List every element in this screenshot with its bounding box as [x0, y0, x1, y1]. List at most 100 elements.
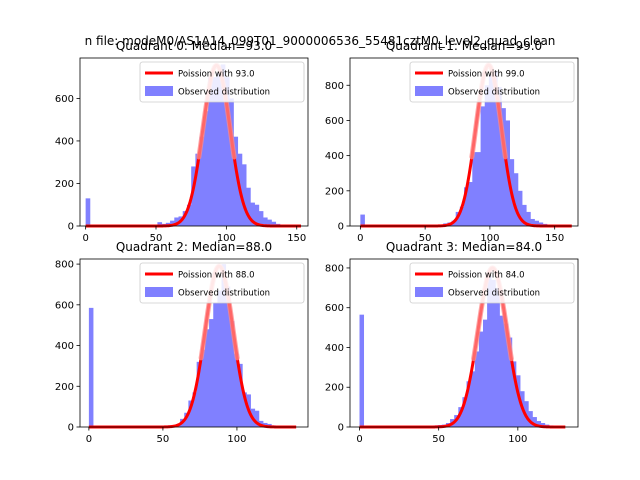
- x-tick-label: 100: [480, 233, 499, 244]
- histogram-bar: [534, 220, 540, 226]
- y-tick-label: 0: [68, 222, 74, 233]
- y-tick-label: 800: [55, 260, 74, 271]
- histogram-bar: [229, 321, 235, 427]
- legend-label-hist: Observed distribution: [448, 88, 540, 98]
- histogram-bar: [195, 153, 201, 226]
- y-tick-label: 400: [55, 136, 74, 147]
- legend: Poission with 99.0 Observed distribution: [409, 61, 575, 103]
- histogram-bar: [540, 423, 546, 427]
- x-tick-label: 0: [86, 434, 92, 445]
- x-tick-label: 50: [150, 233, 163, 244]
- subplot-grid: 0 50 100 150 0 200 400 600 Poission with 93.0 Obs…: [55, 39, 579, 445]
- histogram-bar: [258, 211, 264, 226]
- histogram-bar: [192, 392, 198, 427]
- histogram-bar: [216, 72, 222, 226]
- histogram-bar: [220, 64, 226, 226]
- x-tick-label: 0: [356, 434, 362, 445]
- y-tick-label: 600: [55, 300, 74, 311]
- histogram-bar: [241, 164, 247, 226]
- histogram-bar: [470, 371, 476, 427]
- histogram-bar: [511, 361, 517, 427]
- histogram-bar: [229, 98, 234, 226]
- histogram-bar: [271, 221, 277, 226]
- histogram-bar: [517, 190, 523, 226]
- histogram-bar: [88, 307, 94, 427]
- histogram-bar: [170, 220, 175, 226]
- axes-frame: [79, 258, 309, 428]
- histogram-bar: [221, 264, 227, 427]
- histogram-bar: [196, 361, 202, 427]
- histogram-bar: [501, 108, 506, 226]
- legend-label-hist: Observed distribution: [178, 88, 270, 98]
- histogram-bar: [359, 314, 365, 427]
- histogram-bar: [528, 411, 533, 427]
- histogram-bar: [464, 187, 469, 226]
- axes-frame: [79, 57, 309, 227]
- histogram-bar: [208, 77, 213, 226]
- histogram-bar: [487, 275, 492, 427]
- histogram-bar: [536, 421, 542, 427]
- figure-suptitle: n file: modeM0/AS1A14_099T01_9000006536_…: [85, 34, 556, 48]
- x-tick-label: 100: [217, 233, 236, 244]
- histogram-bar: [200, 349, 206, 427]
- y-tick-label: 600: [55, 94, 74, 105]
- y-tick-label: 0: [338, 222, 344, 233]
- legend-box: [139, 61, 305, 103]
- axes-frame: [349, 57, 579, 227]
- legend-patch-swatch: [145, 287, 173, 297]
- histogram-bar: [203, 111, 209, 226]
- histogram-bar: [513, 173, 519, 226]
- histogram-bar: [522, 204, 527, 226]
- legend-label-fit: Poission with 99.0: [448, 70, 525, 80]
- y-tick-label: 0: [68, 423, 74, 434]
- histogram-bar: [262, 217, 268, 226]
- subplot-title: Quadrant 2: Median=88.0: [116, 240, 272, 254]
- subplot-title: Quadrant 1: Median=99.0: [386, 39, 542, 53]
- histogram-bar: [488, 74, 494, 227]
- x-tick-label: 0: [82, 233, 88, 244]
- histogram-bar: [217, 290, 222, 427]
- subplot-title: Quadrant 0: Median=93.0: [116, 39, 272, 53]
- histogram-bar: [497, 87, 502, 226]
- histogram-bar: [267, 219, 272, 226]
- legend: Poission with 88.0 Observed distribution: [139, 262, 305, 304]
- legend-box: [139, 262, 305, 304]
- histogram-bar: [491, 279, 496, 427]
- histogram-bar: [472, 152, 477, 226]
- y-tick-label: 200: [325, 383, 344, 394]
- x-tick-label: 50: [157, 434, 170, 445]
- histogram-bar: [212, 77, 217, 226]
- legend-patch-swatch: [415, 287, 443, 297]
- histogram-bar: [459, 206, 465, 226]
- histogram-bar: [254, 204, 260, 226]
- histogram-bar: [466, 381, 472, 427]
- y-tick-label: 600: [325, 303, 344, 314]
- histogram-bar: [462, 397, 467, 427]
- histogram-bar: [478, 331, 484, 427]
- histogram-bar: [233, 136, 239, 226]
- histogram-bar: [184, 412, 189, 427]
- y-tick-label: 400: [325, 343, 344, 354]
- histogram-bars: [85, 64, 302, 226]
- histogram-bar: [186, 204, 192, 226]
- histogram-bar: [530, 218, 535, 226]
- histogram-bar: [85, 198, 91, 226]
- histogram-bar: [526, 211, 531, 226]
- histogram-bar: [174, 217, 179, 226]
- histogram-bar: [157, 222, 163, 226]
- y-tick-label: 200: [55, 382, 74, 393]
- histogram-bar: [484, 85, 490, 226]
- y-tick-label: 600: [325, 116, 344, 127]
- histogram-bar: [238, 363, 243, 427]
- x-tick-label: 50: [419, 233, 432, 244]
- x-tick-label: 100: [508, 434, 527, 445]
- histogram-bar: [233, 353, 239, 427]
- histogram-bar: [250, 202, 255, 226]
- legend: Poission with 93.0 Observed distribution: [139, 61, 305, 103]
- legend-label-hist: Observed distribution: [178, 289, 270, 299]
- histogram-bar: [458, 407, 463, 427]
- x-tick-label: 50: [432, 434, 445, 445]
- histogram-bar: [476, 152, 481, 226]
- histogram-bar: [474, 351, 480, 427]
